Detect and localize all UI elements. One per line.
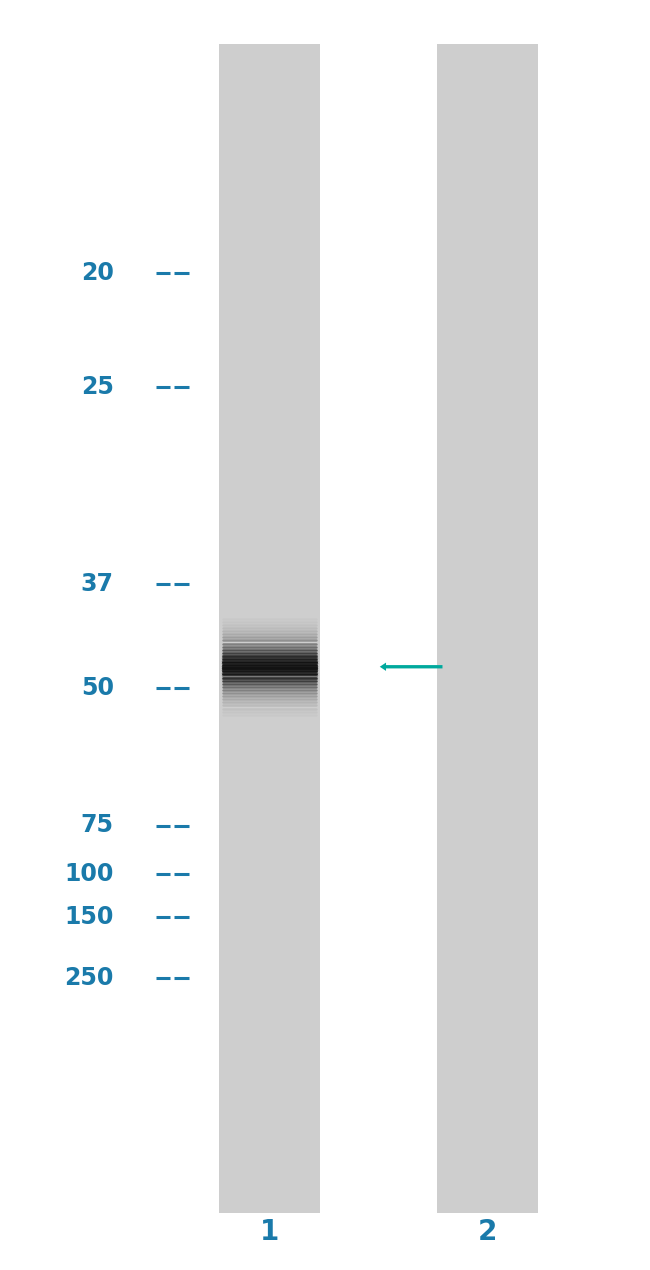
Text: 1: 1 bbox=[260, 1218, 280, 1246]
Text: 50: 50 bbox=[81, 677, 114, 700]
Text: 150: 150 bbox=[64, 906, 114, 928]
Text: 37: 37 bbox=[81, 573, 114, 596]
Bar bbox=[437, 44, 538, 1213]
Bar bbox=[219, 44, 320, 1213]
Text: 100: 100 bbox=[64, 862, 114, 885]
Text: 25: 25 bbox=[81, 376, 114, 399]
Text: 20: 20 bbox=[81, 262, 114, 284]
Text: 75: 75 bbox=[81, 814, 114, 837]
Text: 2: 2 bbox=[478, 1218, 497, 1246]
Text: 250: 250 bbox=[64, 966, 114, 989]
